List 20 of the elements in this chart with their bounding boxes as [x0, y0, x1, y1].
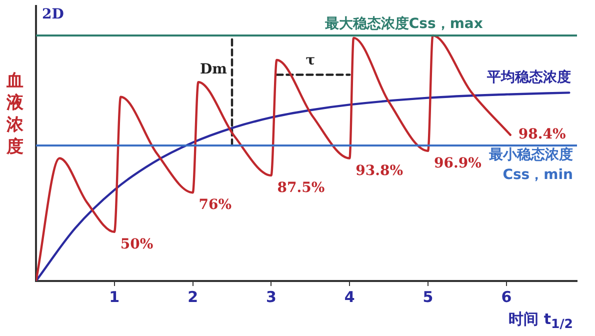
x-tick-label: 4 [344, 288, 355, 306]
x-tick-label: 2 [188, 288, 198, 306]
series-label: 平均稳态浓度 [486, 68, 572, 86]
annotation: 50% [120, 236, 154, 253]
x-axis-title: 时间 t$_{1/2}$ [508, 310, 573, 331]
annotation: 76% [198, 197, 232, 214]
y-axis-title: 血液浓度 [5, 70, 24, 158]
annotation: τ [306, 52, 316, 68]
ref-line-label: 最大稳态浓度Css，max [324, 15, 483, 32]
annotation: 93.8% [356, 162, 404, 179]
annotation: 87.5% [277, 180, 325, 196]
x-tick-label: 5 [422, 288, 434, 306]
x-tick-label: 1 [109, 288, 120, 306]
annotation: 98.4% [518, 126, 566, 143]
x-tick-label: 6 [501, 288, 512, 306]
annotation: Dm [200, 61, 228, 78]
annotation: 96.9% [434, 156, 482, 172]
ref-line-label: 最小稳态浓度 Css，min [488, 146, 573, 184]
x-tick-label: 3 [266, 288, 276, 306]
text: 2D [42, 6, 64, 23]
